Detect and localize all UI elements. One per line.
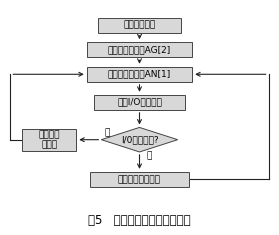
Text: 设定跟随比例値AG[2]: 设定跟随比例値AG[2] [108, 45, 171, 54]
Text: 读取I/O接口状态: 读取I/O接口状态 [117, 98, 162, 107]
Text: 执行电机运动程序: 执行电机运动程序 [118, 175, 161, 184]
Polygon shape [101, 127, 178, 152]
Text: 是: 是 [104, 129, 110, 138]
Text: 否: 否 [146, 152, 152, 161]
Text: I/0口有输入?: I/0口有输入? [121, 135, 158, 144]
Text: 读取模拟口电压AN[1]: 读取模拟口电压AN[1] [108, 70, 171, 79]
FancyBboxPatch shape [87, 67, 192, 82]
Text: 执行相应
子程序: 执行相应 子程序 [39, 130, 60, 149]
FancyBboxPatch shape [87, 42, 192, 57]
FancyBboxPatch shape [94, 95, 185, 110]
FancyBboxPatch shape [98, 18, 181, 33]
FancyBboxPatch shape [22, 129, 76, 151]
Text: 控制器初始化: 控制器初始化 [123, 21, 156, 30]
FancyBboxPatch shape [90, 172, 189, 187]
Text: 图5   吸舱陌螺稳定系统流程图: 图5 吸舱陌螺稳定系统流程图 [88, 214, 191, 227]
